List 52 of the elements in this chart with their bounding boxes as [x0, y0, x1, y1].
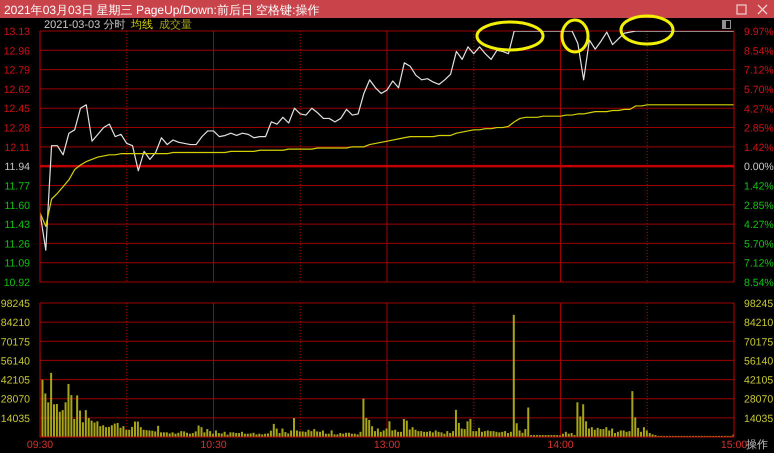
y-tick-label: 11.09 [4, 258, 30, 270]
y-tick-label: 11.94 [4, 161, 30, 174]
y2-tick-label: 98245 [744, 298, 774, 310]
chart-title: 2021年03月03日 星期三 PageUp/Down:前后日 空格键:操作 [4, 2, 320, 18]
y2-tick-label: 5.70% [744, 84, 774, 96]
y-tick-label: 14035 [0, 412, 30, 425]
text: 操作 [746, 438, 768, 452]
y-tick-label: 42105 [0, 374, 30, 387]
y2-tick-label: 56140 [744, 355, 774, 368]
y-tick-label: 12.62 [4, 84, 30, 96]
y-tick-label: 11.60 [4, 200, 30, 212]
y-tick-label: 84210 [0, 317, 30, 330]
y2-tick-label: 8.54% [744, 45, 774, 58]
y2-tick-label: 84210 [744, 317, 774, 330]
x-tick-label: 13:00 [374, 439, 400, 451]
y2-tick-label: 2.85% [744, 200, 774, 212]
x-tick-label: 15:00 [720, 439, 748, 451]
x-tick-label: 14:00 [547, 439, 574, 451]
y2-tick-label: 1.42% [744, 180, 774, 192]
text: 均线 [131, 18, 153, 32]
y-tick-label: 98245 [0, 298, 30, 310]
y2-tick-label: 14035 [744, 412, 774, 425]
y-tick-label: 11.77 [4, 180, 30, 192]
chart-subtitle: 2021-03-03 分时 [44, 18, 126, 32]
text: 成交量 [159, 18, 192, 32]
y-tick-label: 10.92 [4, 277, 30, 289]
y-tick-label: 12.11 [4, 142, 30, 154]
y2-tick-label: 7.12% [744, 64, 774, 77]
y2-tick-label: 5.70% [744, 238, 774, 250]
y2-tick-label: 0.00% [744, 161, 774, 174]
y-tick-label: 28070 [0, 394, 30, 406]
y2-tick-label: 4.27% [744, 219, 774, 232]
y2-tick-label: 4.27% [744, 103, 774, 116]
y-tick-label: 12.45 [4, 103, 30, 116]
y-tick-label: 70175 [0, 336, 30, 348]
y2-tick-label: 42105 [744, 374, 774, 387]
x-tick-label: 09:30 [26, 439, 54, 451]
y-tick-label: 12.96 [4, 45, 30, 58]
y2-tick-label: 9.97% [744, 26, 774, 38]
y2-tick-label: 1.42% [744, 142, 774, 154]
y2-tick-label: 2.85% [744, 122, 774, 135]
y2-tick-label: 8.54% [744, 277, 774, 289]
x-tick-label: 10:30 [200, 439, 227, 451]
y-tick-label: 11.26 [4, 238, 30, 250]
y-tick-label: 12.79 [4, 64, 30, 77]
y2-tick-label: 7.12% [744, 258, 774, 270]
y-tick-label: 56140 [0, 355, 30, 368]
y-tick-label: 12.28 [4, 122, 30, 135]
y-tick-label: 11.43 [4, 219, 30, 232]
y-tick-label: 13.13 [4, 26, 30, 38]
y2-tick-label: 28070 [744, 394, 774, 406]
y2-tick-label: 70175 [744, 336, 774, 348]
